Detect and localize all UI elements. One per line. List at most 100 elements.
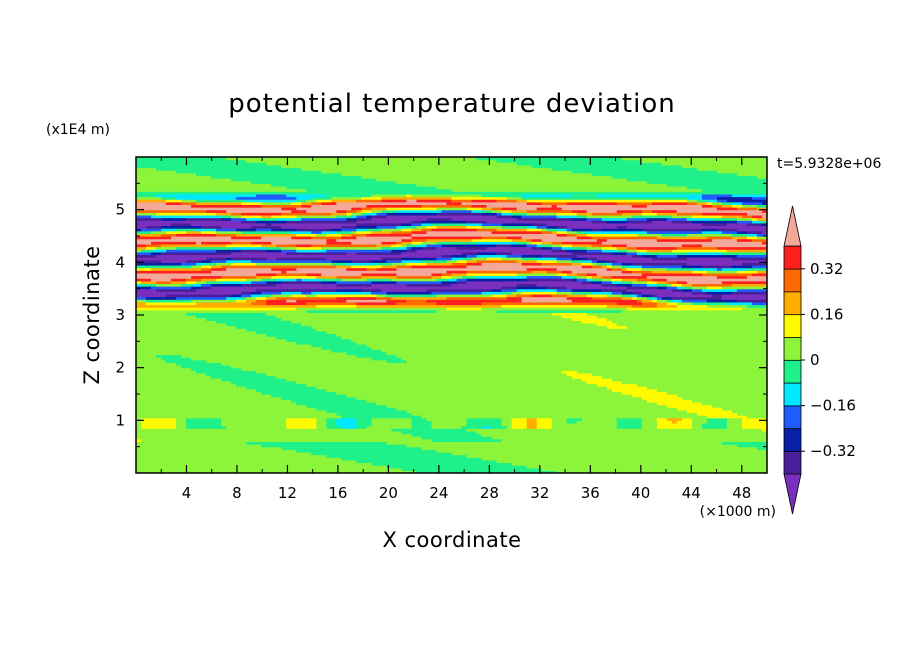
field-cell xyxy=(171,441,177,445)
field-cell xyxy=(161,412,167,416)
field-cell xyxy=(201,446,207,450)
field-cell xyxy=(311,459,317,464)
field-cell xyxy=(456,451,463,456)
field-cell xyxy=(161,396,167,400)
field-cell xyxy=(686,409,693,414)
field-cell xyxy=(581,459,588,464)
field-cell xyxy=(696,457,703,461)
field-cell xyxy=(411,433,418,437)
field-cell xyxy=(156,430,162,435)
field-cell xyxy=(606,457,613,461)
field-cell xyxy=(666,449,673,453)
field-cell xyxy=(201,444,207,448)
field-cell xyxy=(321,446,327,450)
field-cell xyxy=(616,470,623,473)
field-cell xyxy=(671,428,678,432)
field-cell xyxy=(661,436,668,440)
field-cell xyxy=(721,425,728,429)
field-cell xyxy=(576,412,583,416)
field-cell xyxy=(286,465,292,469)
field-cell xyxy=(211,467,217,471)
field-cell xyxy=(591,438,598,442)
field-cell xyxy=(761,420,767,424)
field-cell xyxy=(761,444,767,448)
field-cell xyxy=(326,467,332,471)
field-cell xyxy=(321,457,327,461)
field-cell xyxy=(736,444,743,448)
field-cell xyxy=(626,436,633,440)
field-cell xyxy=(201,449,207,453)
field-cell xyxy=(181,401,187,406)
field-cell xyxy=(601,404,608,408)
field-cell xyxy=(401,451,408,456)
field-cell xyxy=(421,422,428,427)
field-cell xyxy=(241,422,247,427)
field-cell xyxy=(746,412,753,416)
field-cell xyxy=(286,401,292,406)
field-cell xyxy=(606,422,613,427)
field-cell xyxy=(526,420,533,424)
field-cell xyxy=(181,412,187,416)
field-cell xyxy=(341,425,347,429)
field-cell xyxy=(371,465,377,469)
field-cell xyxy=(361,399,367,403)
field-cell xyxy=(461,438,468,442)
field-cell xyxy=(621,470,628,473)
field-cell xyxy=(216,451,222,456)
field-cell xyxy=(646,444,653,448)
field-cell xyxy=(741,399,748,403)
field-cell xyxy=(206,433,212,437)
field-cell xyxy=(396,454,403,458)
field-cell xyxy=(711,454,718,458)
field-cell xyxy=(516,449,523,453)
field-cell xyxy=(566,451,573,456)
field-cell xyxy=(446,401,453,406)
field-cell xyxy=(241,451,247,456)
field-cell xyxy=(326,404,332,408)
field-cell xyxy=(356,396,362,400)
field-cell xyxy=(261,444,267,448)
field-cell xyxy=(411,441,418,445)
field-cell xyxy=(416,401,423,406)
field-cell xyxy=(386,441,393,445)
field-cell xyxy=(656,457,663,461)
field-cell xyxy=(656,451,663,456)
field-cell xyxy=(341,401,347,406)
field-cell xyxy=(206,444,212,448)
field-cell xyxy=(361,433,367,437)
field-cell xyxy=(531,420,538,424)
field-cell xyxy=(696,470,703,473)
field-cell xyxy=(681,417,688,421)
field-cell xyxy=(726,462,733,466)
field-cell xyxy=(166,420,172,424)
field-cell xyxy=(621,436,628,440)
field-cell xyxy=(406,428,413,432)
field-cell xyxy=(256,407,262,411)
field-cell xyxy=(521,409,528,414)
field-cell xyxy=(616,441,623,445)
field-cell xyxy=(411,454,418,458)
field-cell xyxy=(711,459,718,464)
field-cell xyxy=(331,454,337,458)
field-cell xyxy=(311,396,317,400)
field-cell xyxy=(241,441,247,445)
field-cell xyxy=(251,451,257,456)
field-cell xyxy=(471,412,478,416)
field-cell xyxy=(576,444,583,448)
field-cell xyxy=(581,420,588,424)
field-cell xyxy=(311,399,317,403)
field-cell xyxy=(206,415,212,419)
field-cell xyxy=(351,412,357,416)
field-cell xyxy=(666,457,673,461)
field-cell xyxy=(746,451,753,456)
field-cell xyxy=(411,446,418,450)
field-cell xyxy=(356,438,362,442)
field-cell xyxy=(656,462,663,466)
field-cell xyxy=(721,451,728,456)
field-cell xyxy=(536,459,543,464)
field-cell xyxy=(726,412,733,416)
field-cell xyxy=(181,462,187,466)
field-cell xyxy=(146,422,152,427)
field-cell xyxy=(551,444,558,448)
field-cell xyxy=(151,415,157,419)
